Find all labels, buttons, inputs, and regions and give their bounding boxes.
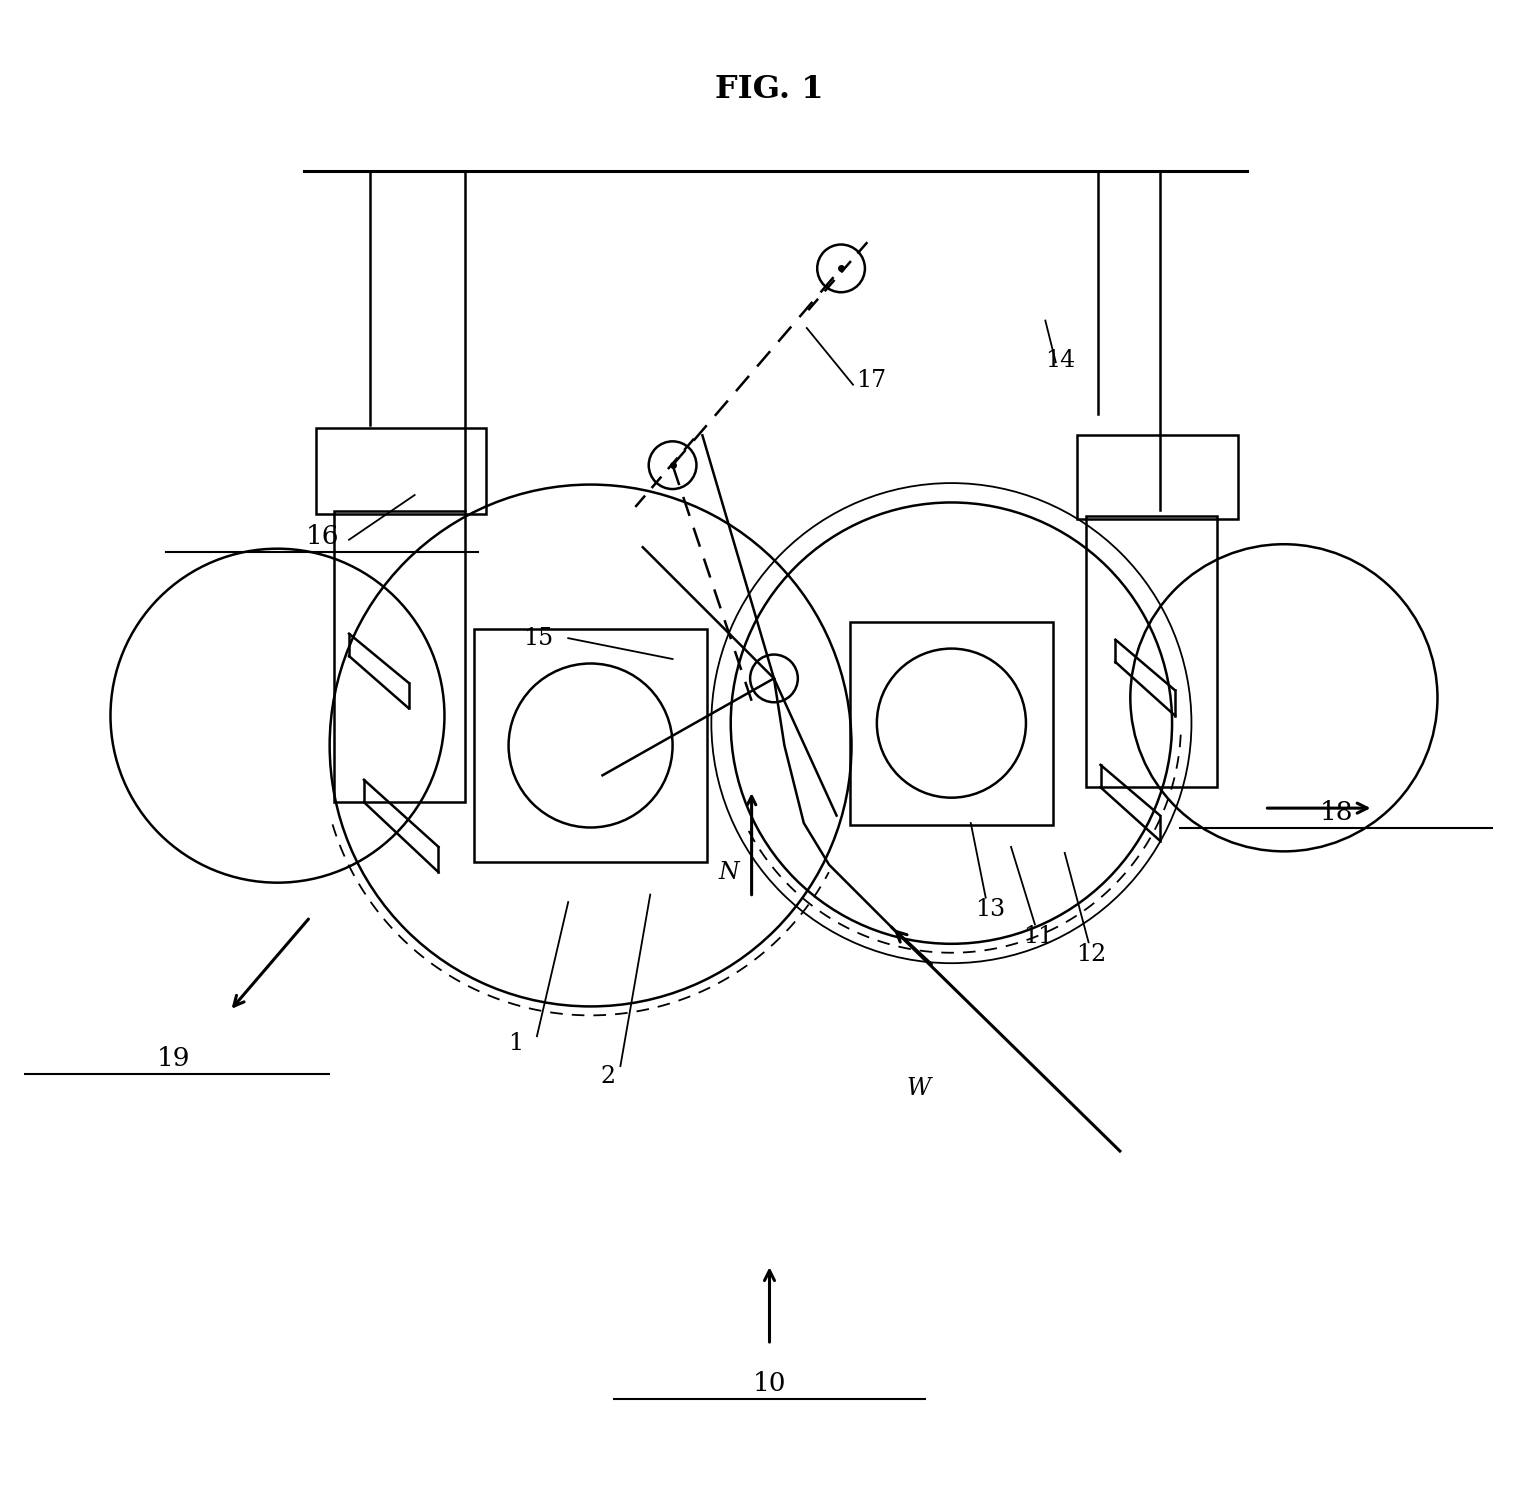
Text: 15: 15 <box>523 626 554 650</box>
Text: 16: 16 <box>305 525 339 549</box>
Text: 19: 19 <box>157 1047 189 1071</box>
Text: W: W <box>906 1077 931 1100</box>
Text: 13: 13 <box>976 898 1005 921</box>
Bar <box>334 511 465 802</box>
Text: 10: 10 <box>753 1372 786 1396</box>
Bar <box>1077 435 1237 519</box>
Text: 17: 17 <box>856 368 886 392</box>
Text: FIG. 1: FIG. 1 <box>716 75 823 104</box>
Text: 14: 14 <box>1045 349 1076 373</box>
Bar <box>315 428 486 514</box>
Bar <box>850 622 1053 825</box>
Text: 1: 1 <box>508 1032 523 1056</box>
Text: 12: 12 <box>1076 942 1107 966</box>
Text: N: N <box>719 860 740 884</box>
Text: 11: 11 <box>1023 924 1053 948</box>
Text: 2: 2 <box>600 1065 616 1088</box>
Bar <box>474 629 706 862</box>
Text: 18: 18 <box>1319 801 1353 825</box>
Bar <box>1085 516 1217 787</box>
